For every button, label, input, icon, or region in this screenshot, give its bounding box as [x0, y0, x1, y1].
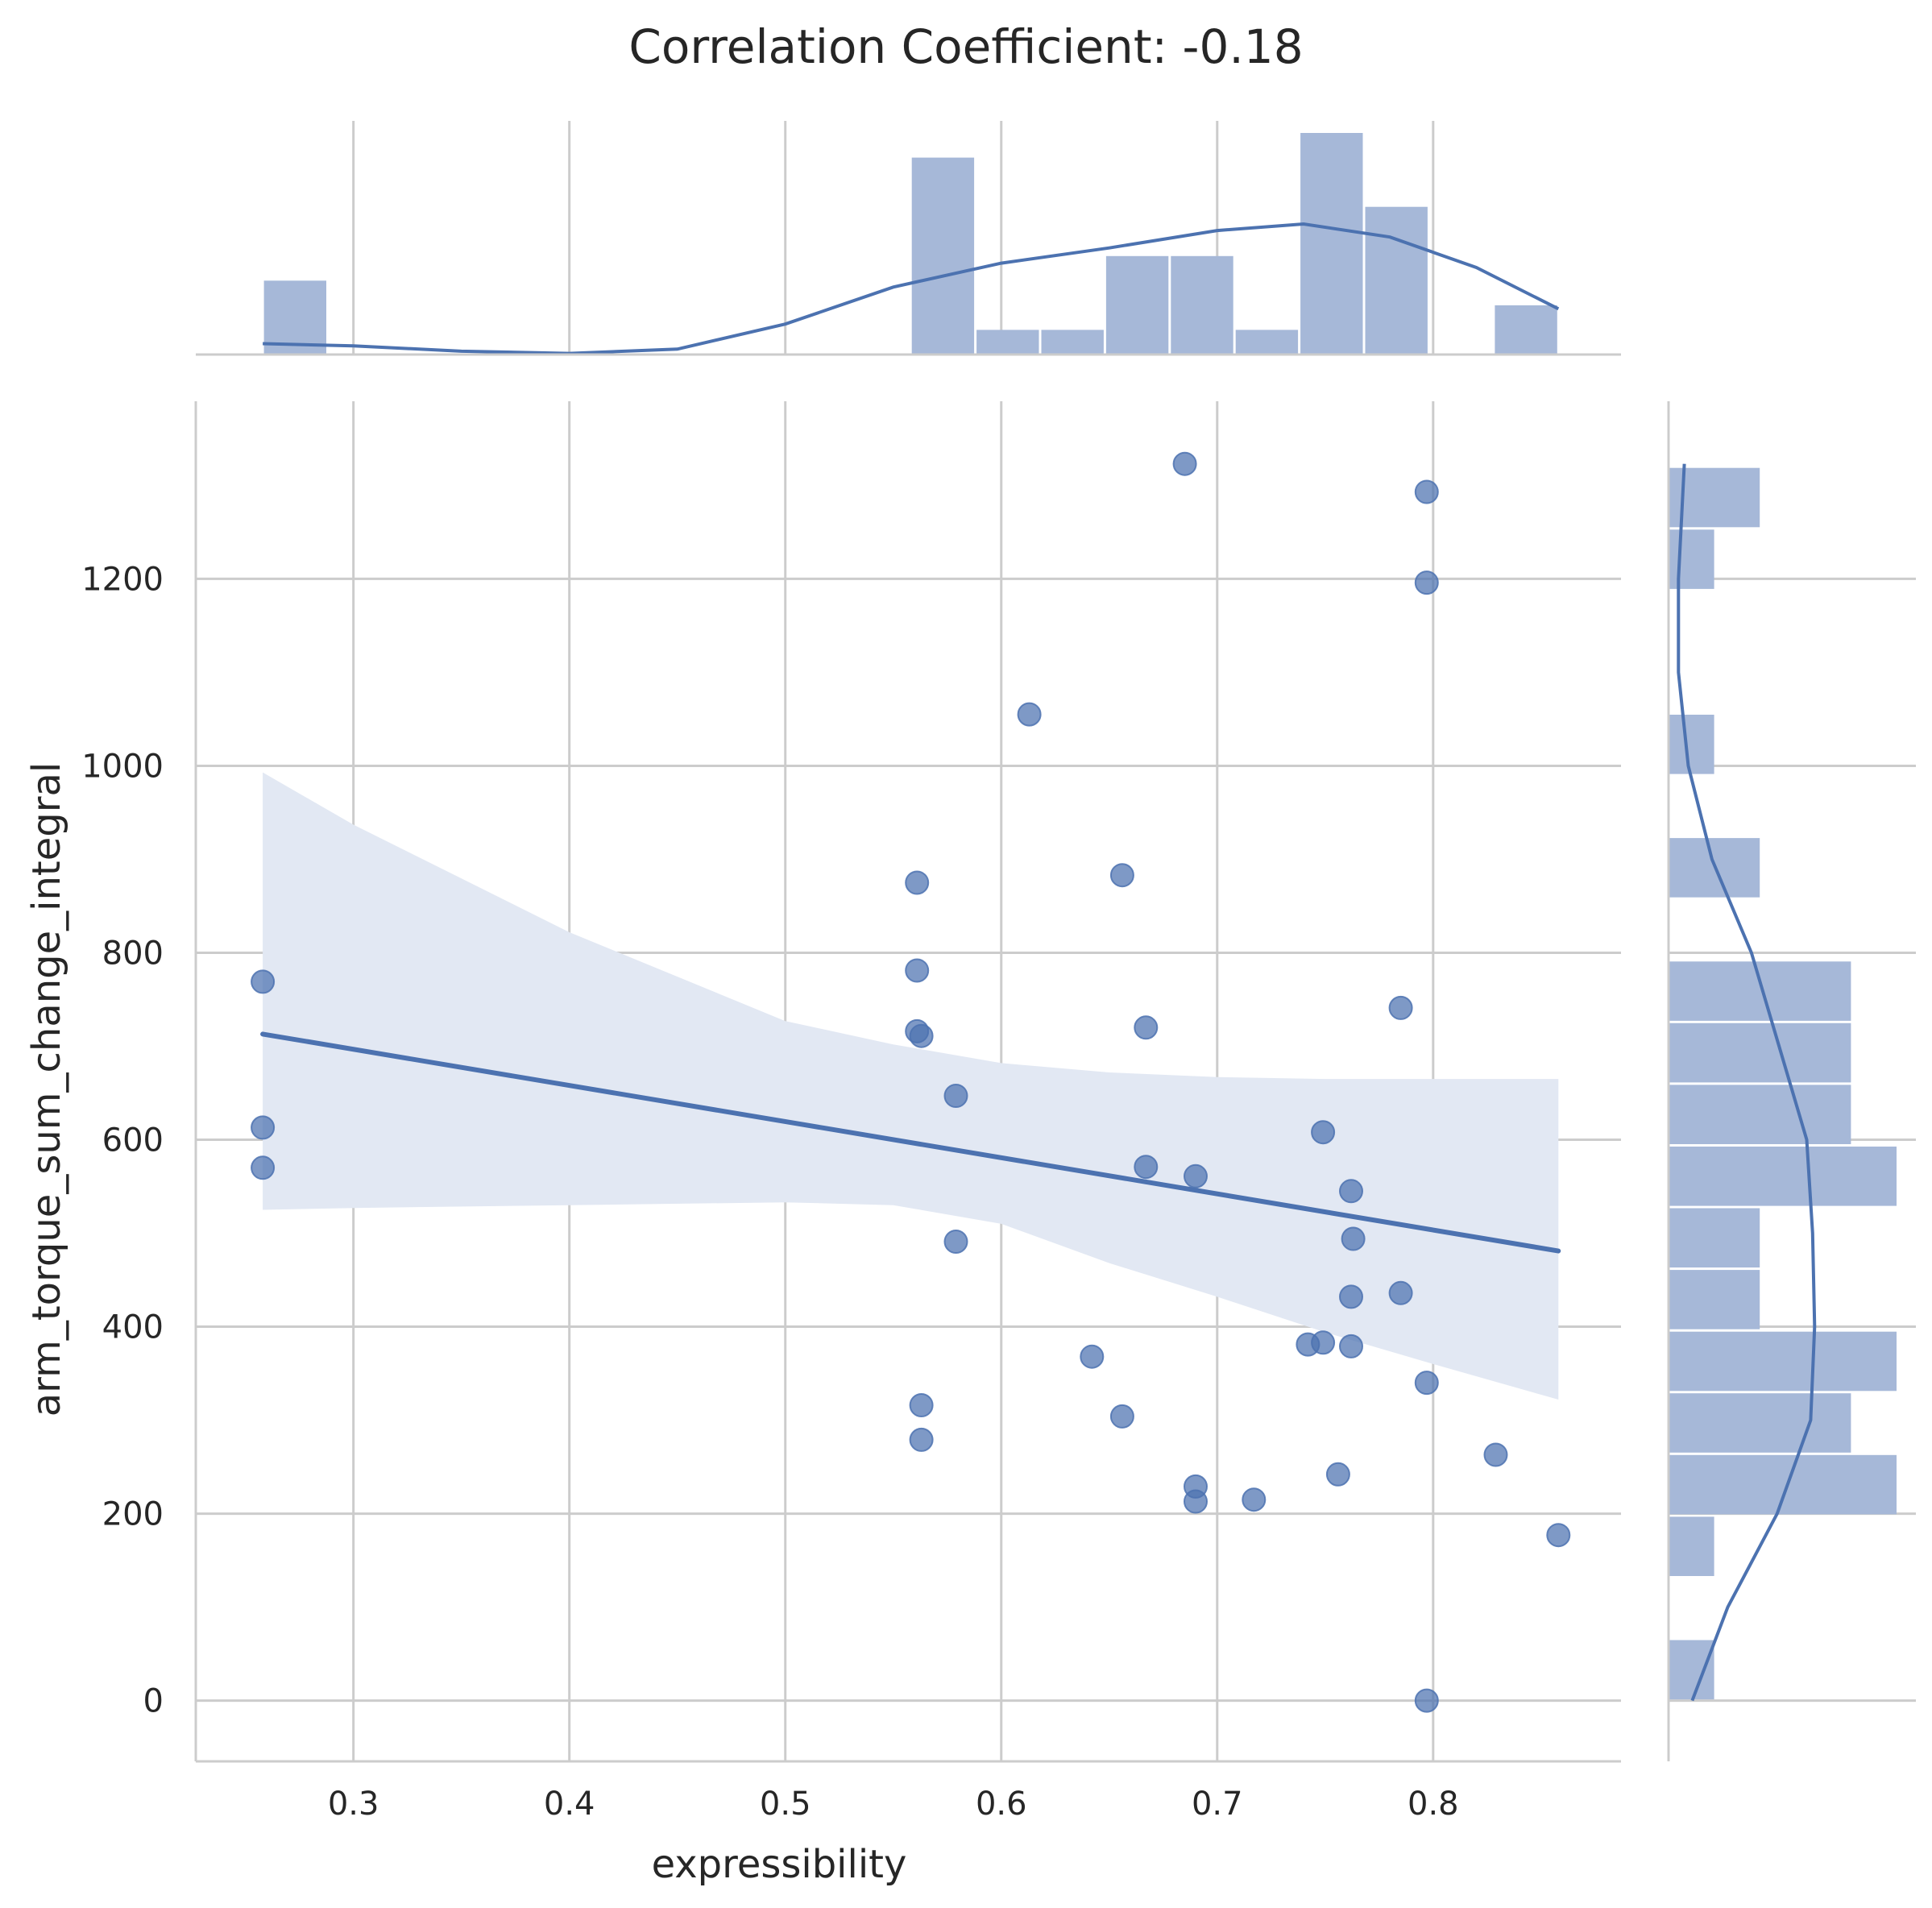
scatter-point: [251, 1115, 276, 1140]
right-kde-curve: [1677, 463, 1817, 1702]
x-tick-label: 0.3: [328, 1786, 379, 1823]
top-histogram-bar: [1300, 133, 1363, 355]
scatter-point: [251, 1155, 276, 1180]
scatter-point: [1325, 1462, 1350, 1487]
scatter-point: [1414, 479, 1439, 504]
top-gridlines: [352, 121, 1435, 355]
right-histogram-bar: [1669, 1208, 1760, 1268]
scatter-point: [1080, 1344, 1105, 1369]
top-histogram-bar: [1365, 206, 1428, 355]
scatter-point: [1339, 1284, 1363, 1309]
top-histogram-bar: [1495, 305, 1557, 355]
right-histogram-bar: [1669, 529, 1714, 589]
scatter-point: [1414, 1688, 1439, 1713]
main-plot-area: 0.3 0.4 0.5 0.6 0.7 0.8 0 200 400 600 800 1000 1200: [81, 401, 1621, 1823]
scatter-point: [1184, 1163, 1208, 1188]
scatter-point: [1184, 1489, 1208, 1514]
x-tick-labels: 0.3 0.4 0.5 0.6 0.7 0.8: [328, 1786, 1459, 1823]
top-histogram-bar: [1105, 255, 1169, 355]
top-histogram-bar: [1235, 330, 1299, 355]
right-histogram-bar: [1669, 1331, 1897, 1392]
right-marginal-panel: [1667, 401, 1916, 1761]
scatter-point: [1339, 1334, 1363, 1358]
right-histogram-bar: [1669, 961, 1851, 1021]
scatter-points: [251, 451, 1571, 1713]
scatter-point: [251, 969, 276, 994]
y-tick-label: 0: [143, 1683, 164, 1720]
main-gridlines: [196, 401, 1621, 1761]
scatter-point: [909, 1023, 934, 1048]
top-histogram-bar: [976, 330, 1039, 355]
y-tick-label: 600: [102, 1122, 164, 1159]
x-tick-label: 0.8: [1408, 1786, 1459, 1823]
x-tick-label: 0.4: [544, 1786, 595, 1823]
scatter-point: [1296, 1332, 1320, 1357]
scatter-point: [1172, 451, 1197, 476]
x-tick-label: 0.5: [760, 1786, 811, 1823]
scatter-point: [1341, 1226, 1366, 1251]
top-histogram-bar: [911, 157, 975, 355]
scatter-point: [943, 1230, 968, 1254]
top-histogram-bar: [1041, 330, 1104, 355]
scatter-point: [1414, 1371, 1439, 1396]
x-tick-label: 0.6: [976, 1786, 1027, 1823]
scatter-point: [1546, 1523, 1571, 1548]
right-histogram-bar: [1669, 1085, 1851, 1144]
top-histogram: [263, 133, 1557, 355]
scatter-point: [909, 1393, 934, 1417]
regression-line: [260, 1031, 1561, 1254]
scatter-point: [909, 1427, 934, 1452]
scatter-point: [905, 958, 930, 983]
right-histogram-bar: [1669, 1516, 1714, 1576]
y-tick-label: 1000: [81, 748, 164, 785]
scatter-point: [1311, 1120, 1336, 1145]
scatter-point: [1388, 1280, 1413, 1305]
right-histogram-bar: [1669, 1454, 1897, 1515]
right-histogram-bar: [1669, 1022, 1851, 1083]
right-histogram-bar: [1669, 1147, 1897, 1206]
scatter-point: [943, 1084, 968, 1108]
scatter-point: [1414, 570, 1439, 595]
scatter-point: [1483, 1442, 1508, 1467]
y-tick-label: 1200: [81, 561, 164, 598]
right-histogram: [1669, 467, 1897, 1700]
scatter-point: [1134, 1015, 1159, 1040]
scatter-point: [1242, 1487, 1267, 1512]
right-histogram-bar: [1669, 1640, 1714, 1700]
right-histogram-bar: [1669, 1270, 1760, 1329]
scatter-point: [1388, 995, 1413, 1020]
x-tick-label: 0.7: [1192, 1786, 1243, 1823]
y-tick-label: 400: [102, 1309, 164, 1346]
scatter-point: [905, 870, 930, 895]
top-histogram-bar: [1171, 255, 1233, 355]
right-histogram-bar: [1669, 1393, 1851, 1453]
top-marginal-panel: [196, 121, 1621, 356]
scatter-point: [1109, 863, 1134, 888]
y-tick-label: 200: [102, 1496, 164, 1533]
top-kde-curve: [263, 222, 1560, 355]
scatter-point: [1339, 1179, 1363, 1204]
y-tick-labels: 0 200 400 600 800 1000 1200: [81, 561, 164, 1719]
x-axis-title: expressibility: [652, 1842, 907, 1887]
right-histogram-bar: [1669, 715, 1714, 774]
confidence-band: [263, 772, 1559, 1400]
scatter-point: [1017, 702, 1042, 727]
chart-title: Correlation Coefficient: -0.18: [628, 19, 1303, 74]
scatter-point: [1109, 1404, 1134, 1429]
y-tick-label: 800: [102, 935, 164, 972]
y-axis-title: arm_torque_sum_change_integral: [24, 762, 69, 1416]
scatter-point: [1134, 1155, 1159, 1180]
top-histogram-bar: [263, 280, 326, 355]
